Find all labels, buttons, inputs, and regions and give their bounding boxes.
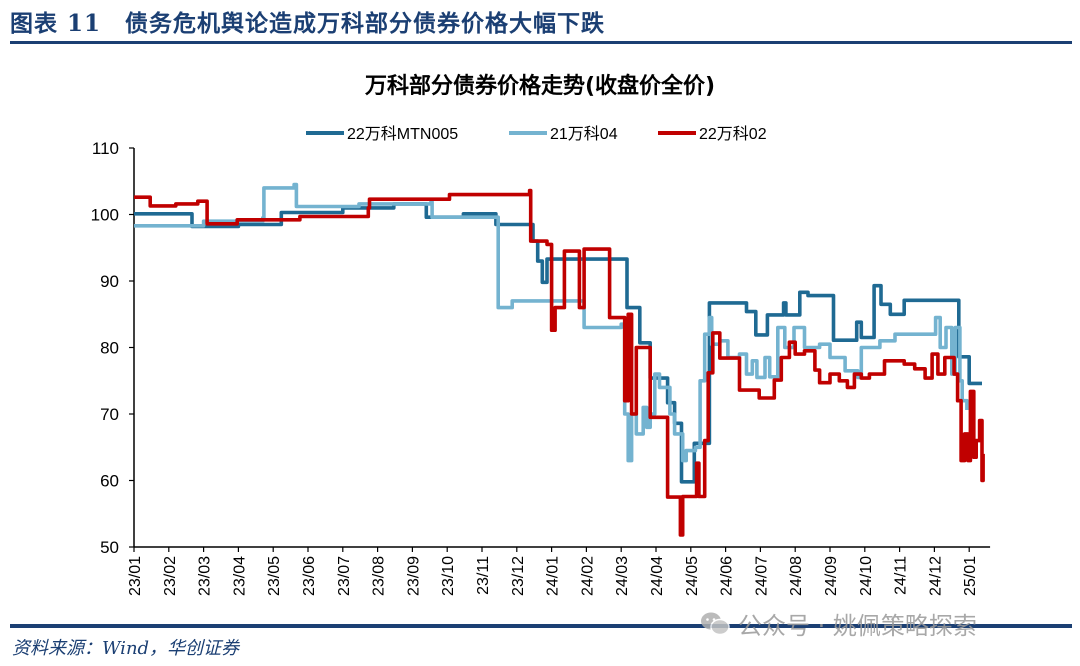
x-tick-label: 23/11 xyxy=(475,556,492,595)
legend: 22万科MTN005 21万科04 22万科02 xyxy=(306,125,767,143)
x-tick-label: 23/09 xyxy=(405,556,422,596)
y-tick-label: 50 xyxy=(100,538,119,557)
watermark-text: 公众号 · 姚佩策略探索 xyxy=(738,612,977,640)
x-tick-label: 23/08 xyxy=(371,556,388,596)
figure-title: 图表 11 债务危机舆论造成万科部分债券价格大幅下跌 xyxy=(10,10,606,37)
x-tick-label: 24/02 xyxy=(579,556,596,596)
x-tick-label: 24/09 xyxy=(823,556,840,596)
y-tick-label: 80 xyxy=(100,339,119,358)
footer-divider xyxy=(10,624,1072,628)
chart-title: 万科部分债券价格走势(收盘价全价) xyxy=(364,74,716,99)
series-line-21万科04 xyxy=(134,182,969,463)
y-tick-label: 60 xyxy=(100,472,119,491)
x-tick-label: 24/11 xyxy=(893,556,910,595)
x-tick-label: 24/07 xyxy=(753,556,770,596)
x-tick-label: 24/06 xyxy=(719,556,736,596)
series-line-22万科MTN005 xyxy=(134,202,982,484)
x-tick-label: 24/01 xyxy=(545,556,562,596)
x-tick-label: 24/04 xyxy=(649,556,666,596)
legend-label: 22万科MTN005 xyxy=(347,125,458,143)
x-tick-label: 23/07 xyxy=(336,556,353,596)
x-tick-label: 23/10 xyxy=(440,556,457,596)
x-tick-label: 25/01 xyxy=(962,556,979,596)
source-note: 资料来源：Wind，华创证券 xyxy=(12,638,240,659)
legend-label: 22万科02 xyxy=(699,125,767,143)
x-tick-label: 24/12 xyxy=(927,556,944,596)
series-lines xyxy=(134,182,985,537)
y-tick-label: 90 xyxy=(100,272,119,291)
legend-label: 21万科04 xyxy=(550,125,618,143)
series-line-22万科02 xyxy=(134,188,985,537)
x-tick-label: 23/12 xyxy=(510,556,527,596)
x-tick-label: 24/10 xyxy=(858,556,875,596)
x-tick-label: 23/05 xyxy=(266,556,283,596)
x-tick-label: 23/06 xyxy=(301,556,318,596)
x-tick-label: 24/05 xyxy=(684,556,701,596)
x-tick-label: 24/08 xyxy=(788,556,805,596)
x-tick-label: 23/02 xyxy=(162,556,179,596)
y-tick-label: 100 xyxy=(91,206,119,225)
y-tick-label: 70 xyxy=(100,405,119,424)
wechat-icon xyxy=(700,611,730,637)
y-tick-label: 110 xyxy=(92,139,119,158)
watermark: 公众号 · 姚佩策略探索 xyxy=(700,606,977,641)
x-tick-label: 23/01 xyxy=(127,556,144,596)
x-tick-label: 23/04 xyxy=(231,556,248,596)
x-tick-label: 24/03 xyxy=(614,556,631,596)
header-divider xyxy=(10,41,1072,44)
x-tick-label: 23/03 xyxy=(197,556,214,596)
axes: 50 60 70 80 90 100 110 23/01 23/02 23/03 23/04 23/0… xyxy=(91,139,991,596)
